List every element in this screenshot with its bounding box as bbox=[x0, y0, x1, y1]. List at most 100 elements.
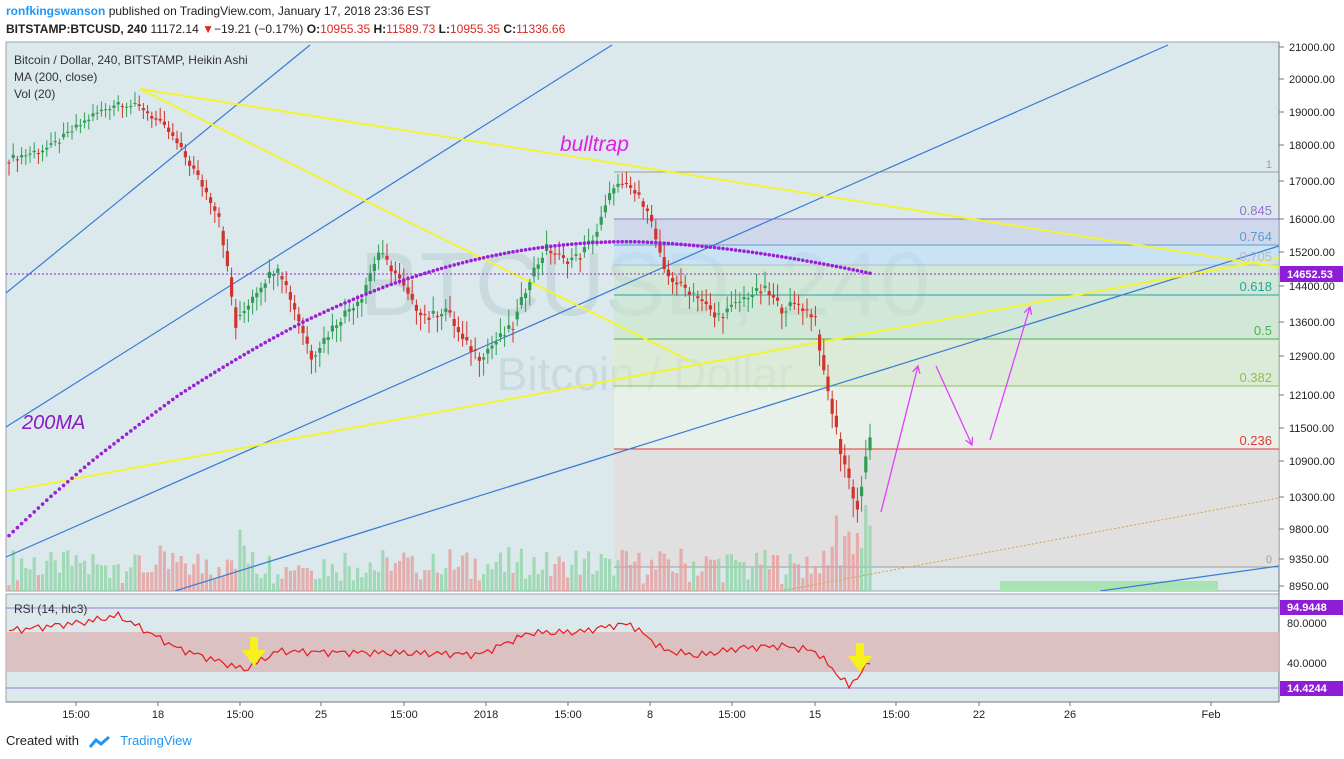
ma200-point bbox=[641, 240, 645, 244]
ma200-point bbox=[444, 265, 448, 270]
ma200-point bbox=[452, 263, 457, 267]
time-tick-label: 15 bbox=[809, 709, 821, 721]
fib-label-0.382: 0.382 bbox=[1239, 370, 1272, 385]
candle-body bbox=[696, 296, 700, 299]
candle-body bbox=[356, 301, 360, 307]
ma200-point bbox=[66, 479, 70, 484]
volume-bar bbox=[582, 558, 586, 591]
candles bbox=[7, 91, 872, 523]
candle-body bbox=[28, 153, 32, 155]
volume-bar bbox=[612, 575, 616, 591]
volume-bar bbox=[717, 558, 721, 591]
channel-line bbox=[174, 245, 1279, 591]
ma200-point bbox=[91, 458, 95, 462]
price-tick-label: 10900.00 bbox=[1289, 456, 1335, 468]
volume-bar bbox=[566, 577, 570, 591]
candle-body bbox=[225, 251, 229, 267]
rsi-hi-badge bbox=[1280, 600, 1343, 615]
ma200-point bbox=[431, 269, 436, 273]
candle-body bbox=[574, 254, 578, 256]
volume-bar bbox=[662, 553, 666, 591]
candle-body bbox=[133, 102, 137, 104]
time-axis-bg[interactable] bbox=[6, 702, 1279, 722]
volume-bar bbox=[36, 575, 40, 591]
candle-body bbox=[830, 398, 834, 414]
volume-bar bbox=[813, 566, 817, 591]
ma200-point bbox=[11, 529, 15, 534]
ma200-point bbox=[805, 259, 809, 263]
candle-body bbox=[784, 311, 788, 313]
legend-main: Bitcoin / Dollar, 240, BITSTAMP, Heikin … bbox=[14, 53, 248, 67]
candle-body bbox=[616, 183, 620, 187]
volume-bar bbox=[461, 555, 465, 591]
volume-bar bbox=[599, 553, 603, 591]
volume-bar bbox=[272, 583, 276, 591]
ma200-point bbox=[528, 247, 532, 251]
ma200-point bbox=[61, 483, 66, 488]
ma200-point bbox=[116, 438, 120, 443]
candle-body bbox=[750, 294, 754, 298]
candle-body bbox=[15, 159, 19, 161]
ma200-point bbox=[822, 262, 826, 266]
volume-bar bbox=[473, 558, 477, 591]
tradingview-link[interactable]: TradingView bbox=[120, 733, 192, 748]
fib-zone bbox=[614, 339, 1279, 386]
ma200-point bbox=[242, 352, 246, 357]
candle-body bbox=[557, 253, 561, 255]
ma200-point bbox=[574, 242, 578, 246]
candle-body bbox=[797, 303, 801, 305]
rsi-lo-text: 14.4244 bbox=[1287, 683, 1328, 695]
header-line-1: ronfkingswanson published on TradingView… bbox=[6, 4, 431, 18]
candle-body bbox=[66, 131, 70, 133]
ma200-point bbox=[192, 383, 196, 388]
volume-bar bbox=[381, 550, 385, 591]
candle-body bbox=[32, 150, 36, 153]
candle-body bbox=[645, 208, 649, 212]
volume-bar bbox=[368, 562, 372, 591]
ma200-point bbox=[313, 314, 318, 318]
author-link[interactable]: ronfkingswanson bbox=[6, 4, 106, 18]
low-label: L: bbox=[438, 22, 450, 36]
candle-body bbox=[276, 268, 280, 273]
volume-bar bbox=[713, 559, 717, 591]
candle-body bbox=[788, 302, 792, 306]
ma200-point bbox=[767, 252, 771, 257]
candle-body bbox=[11, 154, 15, 158]
price-tick-label: 14400.00 bbox=[1289, 281, 1335, 293]
time-tick-label: 15:00 bbox=[554, 709, 582, 721]
ma200-point bbox=[322, 310, 326, 315]
volume-bar bbox=[276, 574, 280, 591]
rsi-arrow-left bbox=[242, 637, 266, 666]
ma200-point bbox=[385, 284, 389, 288]
candle-body bbox=[20, 155, 24, 158]
candle-body bbox=[477, 356, 481, 361]
ma200-point bbox=[120, 435, 125, 440]
volume-bar bbox=[721, 582, 725, 591]
price-axis-bg[interactable] bbox=[1279, 42, 1343, 702]
rsi-arrow-right bbox=[848, 643, 872, 672]
volume-bar bbox=[603, 557, 607, 591]
candle-body bbox=[402, 280, 406, 286]
candle-body bbox=[561, 255, 565, 258]
candle-body bbox=[738, 301, 742, 303]
volume-bar bbox=[192, 564, 196, 591]
fib-zone bbox=[614, 386, 1279, 449]
candle-body bbox=[595, 231, 599, 237]
ma200-point bbox=[582, 241, 587, 245]
candle-body bbox=[301, 325, 305, 334]
volume-bar bbox=[683, 563, 687, 591]
chart-canvas[interactable]: BTCUSD, 240 Bitcoin / Dollar 10.8450.764… bbox=[0, 40, 1344, 730]
ma200-point bbox=[280, 331, 284, 336]
ma200-point bbox=[788, 256, 792, 260]
volume-bar bbox=[746, 579, 750, 591]
candle-body bbox=[246, 305, 250, 310]
ma200-point bbox=[847, 267, 851, 271]
volume-bar bbox=[771, 554, 775, 591]
candle-body bbox=[494, 341, 498, 345]
volume-bar bbox=[545, 551, 549, 591]
volume-bar bbox=[666, 559, 670, 591]
ma200-point bbox=[859, 269, 864, 274]
volume-bar bbox=[637, 552, 641, 591]
volume-bar bbox=[221, 576, 225, 591]
candle-body bbox=[393, 270, 397, 273]
